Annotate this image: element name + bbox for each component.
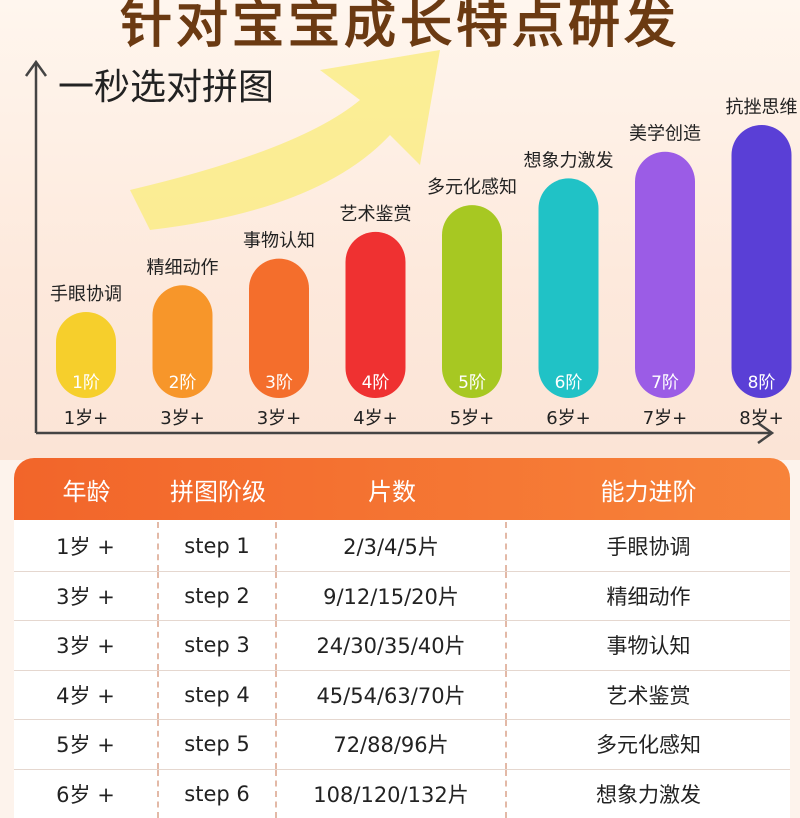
bar-8 bbox=[732, 125, 792, 398]
header-pieces: 片数 bbox=[277, 458, 507, 520]
table-row: 3岁 + step 3 24/30/35/40片 事物认知 bbox=[14, 621, 790, 671]
chart-subtitle: 一秒选对拼图 bbox=[58, 58, 274, 110]
cell-ability: 精细动作 bbox=[507, 572, 790, 621]
bar-level-label: 1阶 bbox=[72, 373, 100, 393]
bar-skill-label: 手眼协调 bbox=[50, 284, 122, 305]
table-row: 5岁 + step 5 72/88/96片 多元化感知 bbox=[14, 720, 790, 770]
bar-skill-label: 精细动作 bbox=[147, 257, 219, 278]
cell-pieces: 108/120/132片 bbox=[277, 770, 507, 818]
bar-level-label: 8阶 bbox=[748, 373, 776, 393]
table-row: 1岁 + step 1 2/3/4/5片 手眼协调 bbox=[14, 522, 790, 572]
header-level: 拼图阶级 bbox=[159, 458, 277, 520]
cell-ability: 想象力激发 bbox=[507, 770, 790, 818]
cell-age: 3岁 + bbox=[14, 572, 159, 621]
cell-step: step 1 bbox=[159, 522, 277, 571]
cell-ability: 手眼协调 bbox=[507, 522, 790, 571]
cell-pieces: 24/30/35/40片 bbox=[277, 621, 507, 670]
cell-step: step 5 bbox=[159, 720, 277, 769]
bar-level-label: 7阶 bbox=[651, 373, 679, 393]
cell-age: 4岁 + bbox=[14, 671, 159, 720]
table-row: 6岁 + step 6 108/120/132片 想象力激发 bbox=[14, 770, 790, 818]
cell-step: step 3 bbox=[159, 621, 277, 670]
cell-ability: 事物认知 bbox=[507, 621, 790, 670]
cell-age: 5岁 + bbox=[14, 720, 159, 769]
cell-step: step 2 bbox=[159, 572, 277, 621]
table-header: 年龄 拼图阶级 片数 能力进阶 bbox=[14, 458, 790, 520]
bar-level-label: 4阶 bbox=[362, 373, 390, 393]
header-age: 年龄 bbox=[14, 458, 159, 520]
header-ability: 能力进阶 bbox=[507, 458, 790, 520]
bar-6 bbox=[539, 178, 599, 398]
cell-step: step 6 bbox=[159, 770, 277, 818]
bar-skill-label: 艺术鉴赏 bbox=[340, 204, 412, 225]
bar-level-label: 2阶 bbox=[169, 373, 197, 393]
bar-level-label: 3阶 bbox=[265, 373, 293, 393]
table-body: 1岁 + step 1 2/3/4/5片 手眼协调 3岁 + step 2 9/… bbox=[14, 520, 790, 818]
bar-7 bbox=[635, 152, 695, 398]
bars-group: 1阶 1岁+ 手眼协调 2阶 3岁+ 精细动作 3阶 3岁+ 事物认知 4阶 4岁+ 艺术鉴赏 5阶 5岁… bbox=[50, 97, 798, 429]
bar-skill-label: 想象力激发 bbox=[524, 150, 614, 171]
bar-level-label: 5阶 bbox=[458, 373, 486, 393]
bar-skill-label: 美学创造 bbox=[629, 124, 701, 145]
cell-ability: 艺术鉴赏 bbox=[507, 671, 790, 720]
bar-level-label: 6阶 bbox=[555, 373, 583, 393]
bar-age-label: 3岁+ bbox=[160, 408, 205, 429]
bar-age-label: 4岁+ bbox=[353, 408, 398, 429]
cell-age: 6岁 + bbox=[14, 770, 159, 818]
table-row: 4岁 + step 4 45/54/63/70片 艺术鉴赏 bbox=[14, 671, 790, 721]
bar-skill-label: 抗挫思维 bbox=[726, 97, 798, 118]
bar-skill-label: 多元化感知 bbox=[427, 177, 517, 198]
cell-pieces: 9/12/15/20片 bbox=[277, 572, 507, 621]
table-row: 3岁 + step 2 9/12/15/20片 精细动作 bbox=[14, 572, 790, 622]
cell-pieces: 45/54/63/70片 bbox=[277, 671, 507, 720]
age-table: 年龄 拼图阶级 片数 能力进阶 1岁 + step 1 2/3/4/5片 手眼协… bbox=[14, 458, 790, 818]
cell-age: 3岁 + bbox=[14, 621, 159, 670]
bar-age-label: 5岁+ bbox=[450, 408, 495, 429]
cell-pieces: 72/88/96片 bbox=[277, 720, 507, 769]
bar-skill-label: 事物认知 bbox=[243, 231, 315, 252]
cell-pieces: 2/3/4/5片 bbox=[277, 522, 507, 571]
bar-age-label: 6岁+ bbox=[546, 408, 591, 429]
bar-age-label: 8岁+ bbox=[739, 408, 784, 429]
cell-ability: 多元化感知 bbox=[507, 720, 790, 769]
cell-age: 1岁 + bbox=[14, 522, 159, 571]
bar-5 bbox=[442, 205, 502, 398]
bar-age-label: 3岁+ bbox=[257, 408, 302, 429]
bar-age-label: 1岁+ bbox=[64, 408, 109, 429]
bar-age-label: 7岁+ bbox=[643, 408, 688, 429]
cell-step: step 4 bbox=[159, 671, 277, 720]
